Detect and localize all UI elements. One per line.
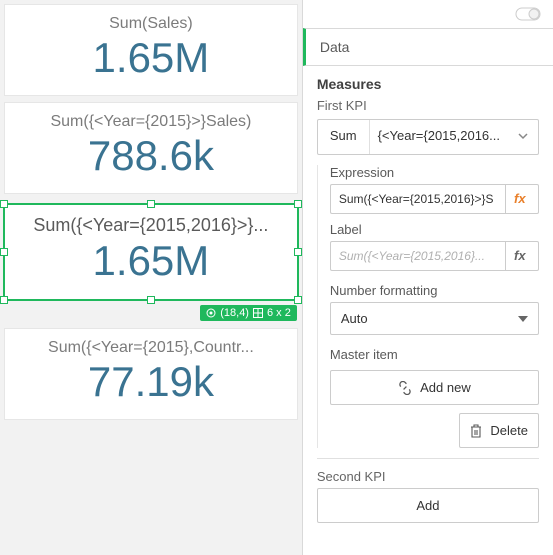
add-second-kpi-button[interactable]: Add — [317, 488, 539, 523]
delete-button[interactable]: Delete — [459, 413, 539, 448]
add-label: Add — [416, 498, 439, 513]
second-kpi-label: Second KPI — [317, 469, 539, 484]
panel-body: Measures First KPI Sum {<Year={2015,2016… — [303, 66, 553, 555]
resize-handle[interactable] — [147, 200, 155, 208]
measure-selector[interactable]: Sum {<Year={2015,2016... — [317, 119, 539, 155]
measure-expression-short: {<Year={2015,2016... — [370, 120, 508, 154]
kpi-value: 1.65M — [11, 238, 291, 284]
kpi-value: 77.19k — [11, 359, 291, 405]
accordion-label: Data — [320, 39, 350, 55]
number-formatting-label: Number formatting — [330, 283, 539, 298]
kpi-card[interactable]: Sum({<Year={2015},Countr... 77.19k — [4, 328, 298, 420]
fx-editor-button[interactable]: fx — [505, 241, 539, 271]
kpi-value: 788.6k — [11, 133, 291, 179]
selection-coords: (18,4) — [220, 307, 249, 319]
kpi-card[interactable]: Sum(Sales) 1.65M — [4, 4, 298, 96]
design-canvas[interactable]: Sum(Sales) 1.65M Sum({<Year={2015}>}Sale… — [0, 0, 302, 555]
resize-handle[interactable] — [294, 200, 302, 208]
resize-handle[interactable] — [0, 200, 8, 208]
expression-input[interactable]: Sum({<Year={2015,2016}>}S — [330, 184, 505, 214]
label-field-label: Label — [330, 222, 539, 237]
number-formatting-select[interactable]: Auto — [330, 302, 539, 335]
selection-size: 6 x 2 — [267, 307, 291, 319]
add-new-master-item-button[interactable]: Add new — [330, 370, 539, 405]
label-input[interactable]: Sum({<Year={2015,2016}... — [330, 241, 505, 271]
grid-icon — [253, 308, 263, 318]
number-formatting-value: Auto — [341, 311, 368, 326]
svg-text:fx: fx — [514, 191, 526, 206]
chevron-down-icon — [508, 120, 538, 154]
label-input-row: Sum({<Year={2015,2016}... fx — [330, 241, 539, 271]
aggregation-label: Sum — [318, 120, 370, 154]
expression-input-row: Sum({<Year={2015,2016}>}S fx — [330, 184, 539, 214]
properties-panel: Data Measures First KPI Sum {<Year={2015… — [302, 0, 553, 555]
add-new-label: Add new — [420, 380, 471, 395]
measures-title: Measures — [317, 76, 539, 92]
target-icon — [206, 308, 216, 318]
divider — [317, 458, 539, 459]
kpi-value: 1.65M — [11, 35, 291, 81]
expression-label: Expression — [330, 165, 539, 180]
kpi-card[interactable]: Sum({<Year={2015}>}Sales) 788.6k — [4, 102, 298, 194]
trash-icon — [470, 424, 482, 438]
kpi-label: Sum({<Year={2015,2016}>}... — [11, 215, 291, 236]
kpi-label: Sum(Sales) — [11, 15, 291, 33]
kpi-card-selected[interactable]: Sum({<Year={2015,2016}>}... 1.65M (18,4)… — [4, 204, 298, 299]
resize-handle[interactable] — [147, 296, 155, 304]
resize-handle[interactable] — [0, 296, 8, 304]
resize-handle[interactable] — [0, 248, 8, 256]
panel-top-row — [303, 0, 553, 28]
fx-editor-button[interactable]: fx — [505, 184, 539, 214]
kpi-label: Sum({<Year={2015}>}Sales) — [11, 113, 291, 131]
master-item-label: Master item — [330, 347, 539, 362]
link-icon — [398, 381, 412, 395]
caret-down-icon — [518, 316, 528, 322]
kpi-label: Sum({<Year={2015},Countr... — [11, 339, 291, 357]
toggle-icon[interactable] — [515, 7, 541, 21]
accordion-data[interactable]: Data — [303, 28, 553, 66]
resize-handle[interactable] — [294, 248, 302, 256]
resize-handle[interactable] — [294, 296, 302, 304]
first-kpi-label: First KPI — [317, 98, 539, 113]
delete-label: Delete — [490, 423, 528, 438]
svg-text:fx: fx — [514, 248, 526, 263]
selection-size-badge: (18,4) 6 x 2 — [200, 305, 297, 321]
